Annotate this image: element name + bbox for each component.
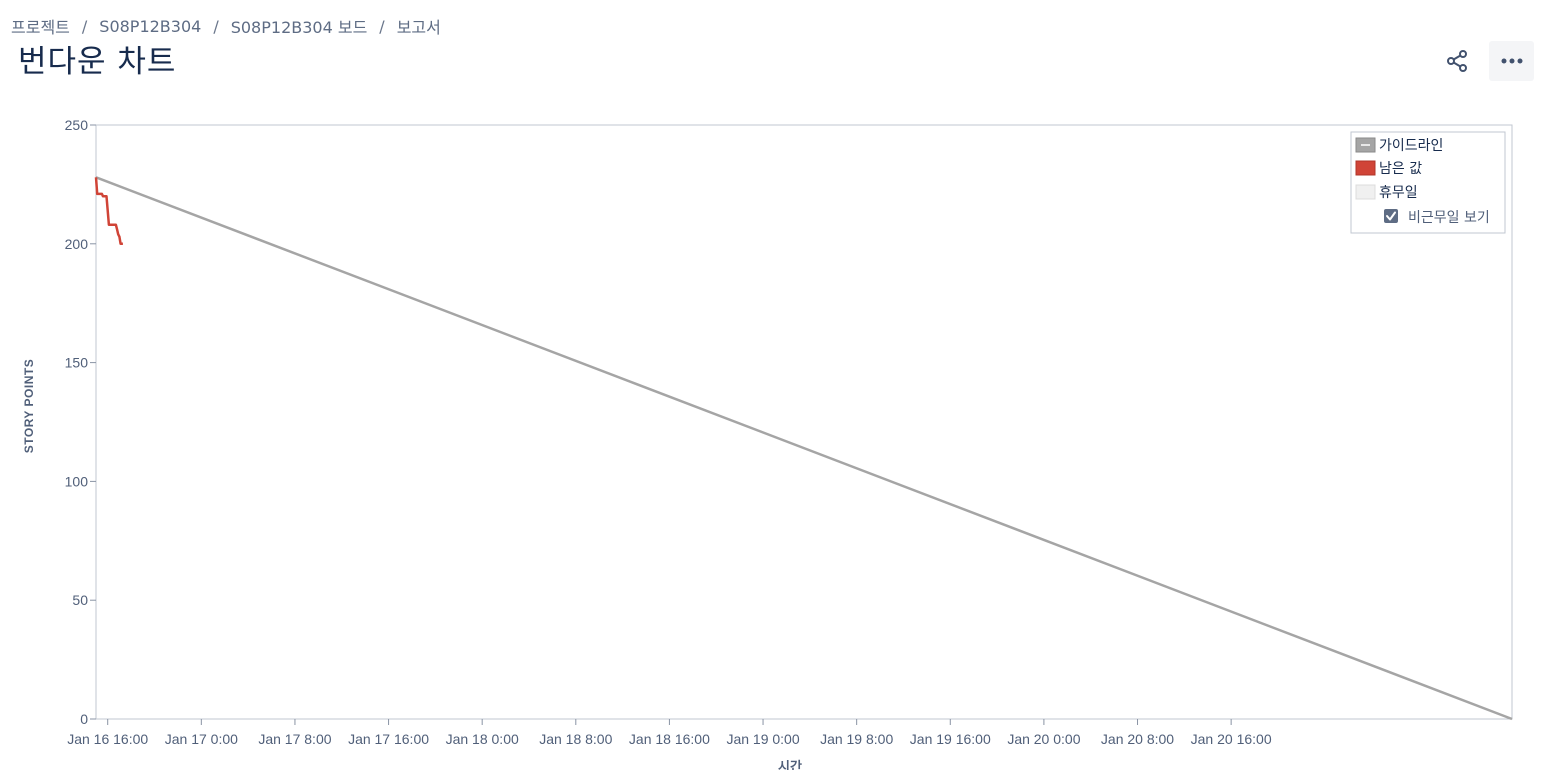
y-axis-title: STORY POINTS [22, 359, 36, 453]
x-tick-label: Jan 20 8:00 [1101, 731, 1174, 747]
check-icon [1386, 211, 1396, 221]
x-tick-label: Jan 19 8:00 [820, 731, 893, 747]
breadcrumb-separator: / [379, 16, 385, 36]
more-actions-button[interactable] [1489, 41, 1534, 81]
guideline-series-line [95, 176, 1513, 721]
y-tick-label: 200 [65, 236, 89, 252]
legend-item-remaining[interactable]: 남은 값 [1355, 160, 1422, 177]
burndown-chart: 0 50 100 150 200 250 Jan 16 16:00 Jan 17 0:00 J… [0, 100, 1550, 770]
legend-frame [1350, 131, 1506, 234]
legend-swatch-non-working-days [1355, 184, 1376, 200]
more-horizontal-icon [1501, 58, 1522, 64]
breadcrumb-link-project[interactable]: S08P12B304 [99, 16, 202, 36]
x-tick-label: Jan 16 16:00 [67, 731, 148, 747]
burndown-chart-svg: 0 50 100 150 200 250 Jan 16 16:00 Jan 17 0:00 J… [22, 117, 1513, 770]
y-tick-label: 100 [65, 473, 89, 489]
legend-item-non-working-days[interactable]: 휴무일 [1355, 184, 1418, 201]
x-tick-label: Jan 18 8:00 [539, 731, 612, 747]
legend-swatch-remaining [1355, 160, 1376, 176]
plot-area-frame [95, 124, 1513, 720]
breadcrumb-separator: / [81, 16, 88, 36]
y-tick-label: 50 [72, 592, 88, 608]
x-tick-label: Jan 17 0:00 [165, 731, 238, 747]
page-title: 번다운 차트 [18, 44, 177, 80]
x-tick-label: Jan 19 16:00 [910, 731, 991, 747]
x-axis-title: 시간 [778, 759, 802, 770]
legend-label-non-working-days: 휴무일 [1379, 185, 1418, 201]
breadcrumb-link-board[interactable]: S08P12B304 보드 [230, 18, 368, 37]
show-non-working-days-checkbox[interactable]: 비근무일 보기 [1384, 209, 1490, 226]
breadcrumb: 프로젝트 / S08P12B304 / S08P12B304 보드 / 보고서 [11, 14, 441, 38]
x-tick-label: Jan 20 0:00 [1007, 731, 1080, 747]
x-tick-label: Jan 19 0:00 [726, 731, 799, 747]
remaining-series-line [94, 177, 123, 246]
x-tick-label: Jan 18 16:00 [629, 731, 710, 747]
x-tick-label: Jan 17 16:00 [348, 731, 429, 747]
x-tick-label: Jan 20 16:00 [1191, 731, 1272, 747]
chart-legend: 가이드라인 남은 값 휴무일 비근무일 보기 [1350, 131, 1506, 234]
legend-label-guideline: 가이드라인 [1379, 138, 1443, 154]
x-tick-label: Jan 18 0:00 [446, 731, 519, 747]
y-tick-label: 0 [80, 711, 88, 727]
breadcrumb-link-reports[interactable]: 보고서 [396, 18, 441, 37]
y-tick-label: 250 [65, 117, 89, 133]
legend-label-remaining: 남은 값 [1379, 161, 1422, 177]
y-tick-label: 150 [65, 355, 89, 371]
breadcrumb-link-projects[interactable]: 프로젝트 [11, 18, 70, 37]
show-non-working-days-label: 비근무일 보기 [1408, 210, 1490, 226]
share-button[interactable] [1436, 41, 1478, 81]
breadcrumb-separator: / [213, 16, 219, 36]
x-tick-label: Jan 17 8:00 [258, 731, 331, 747]
share-icon [1447, 50, 1467, 72]
legend-item-guideline[interactable]: 가이드라인 [1355, 137, 1443, 154]
